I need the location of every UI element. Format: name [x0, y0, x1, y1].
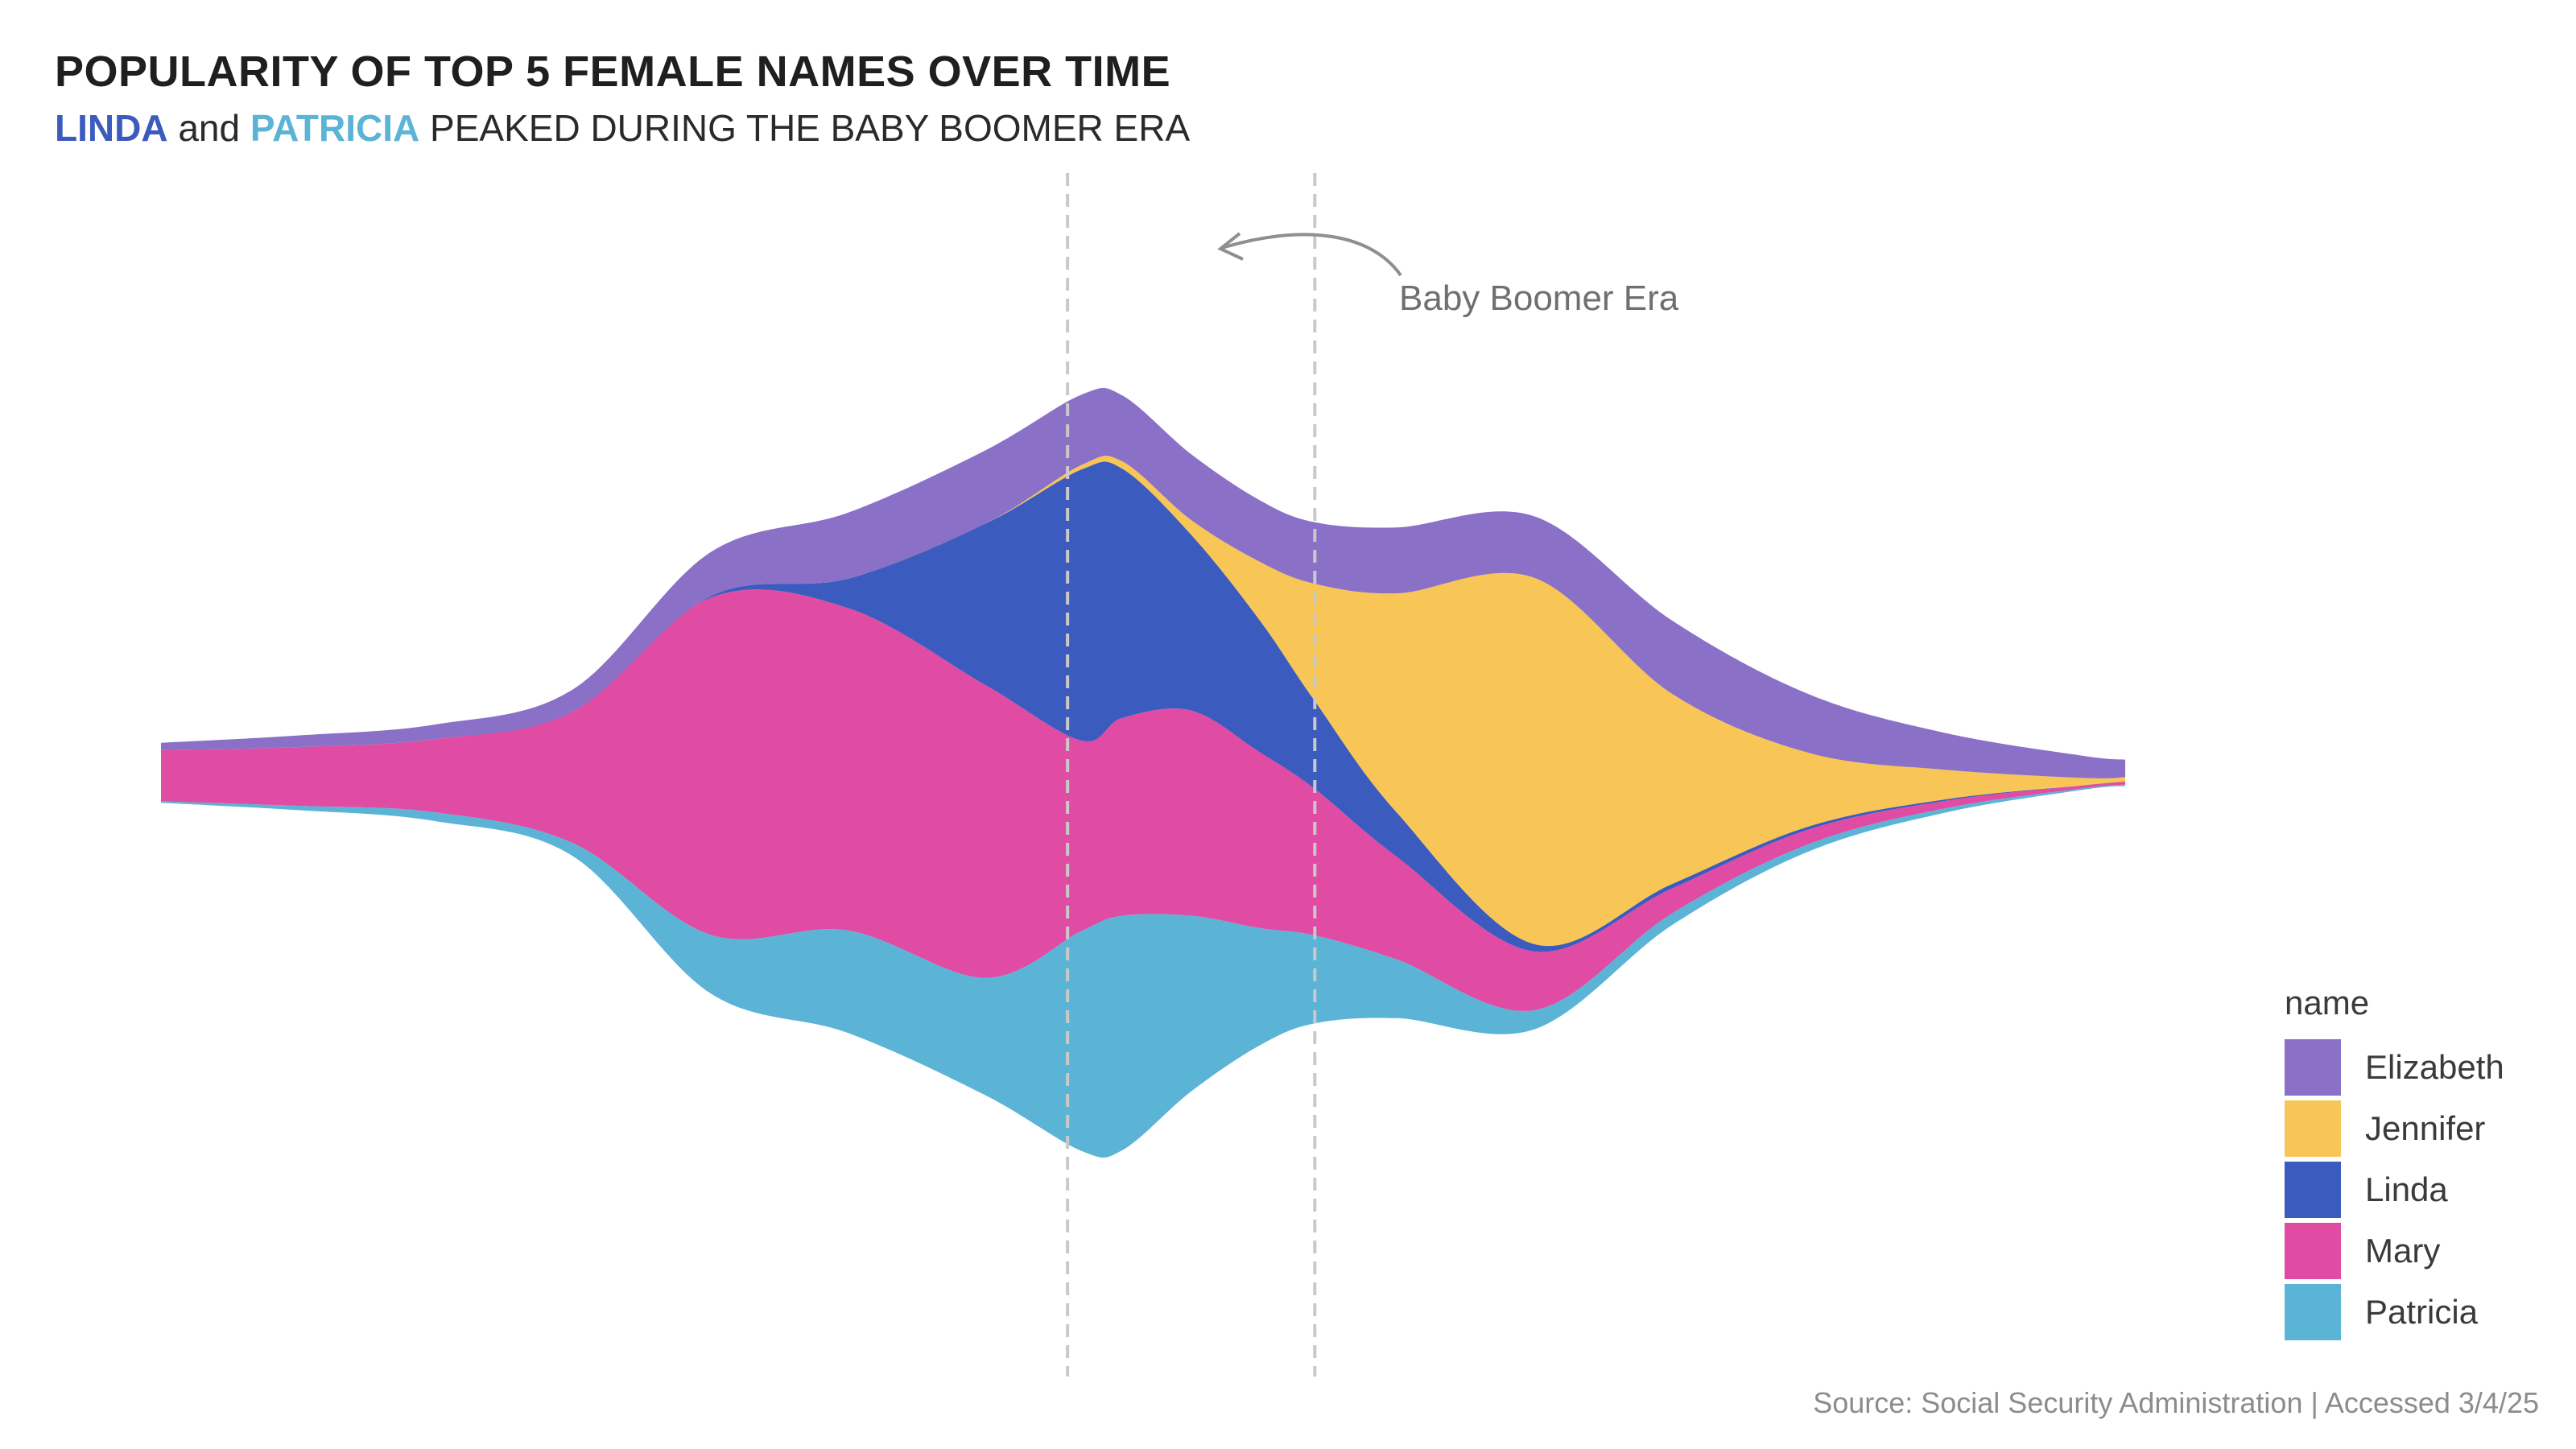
stream-layer-elizabeth: [161, 388, 2125, 778]
chart-title: POPULARITY OF TOP 5 FEMALE NAMES OVER TI…: [55, 47, 1171, 96]
subtitle-and: and: [178, 107, 241, 149]
subtitle-linda: LINDA: [55, 107, 168, 149]
legend-item-mary: Mary: [2285, 1220, 2504, 1282]
era-annotation: Baby Boomer Era: [1217, 232, 1679, 318]
legend-swatch-mary: [2285, 1223, 2341, 1279]
legend-item-jennifer: Jennifer: [2285, 1098, 2504, 1159]
stream-layers: [161, 388, 2125, 1158]
annotation-arrow: [1221, 233, 1402, 277]
subtitle-rest: PEAKED DURING THE BABY BOOMER ERA: [430, 107, 1191, 149]
legend-swatch-jennifer: [2285, 1100, 2341, 1157]
source-note: Source: Social Security Administration |…: [1813, 1386, 2539, 1419]
legend-swatch-elizabeth: [2285, 1039, 2341, 1096]
legend: name Elizabeth Jennifer Linda Mary Patricia: [2285, 984, 2504, 1343]
legend-items: Elizabeth Jennifer Linda Mary Patricia: [2285, 1037, 2504, 1343]
stream-layer-linda: [161, 461, 2125, 952]
annotation-arrowhead: [1217, 232, 1244, 261]
legend-item-linda: Linda: [2285, 1159, 2504, 1220]
legend-label: Patricia: [2365, 1293, 2479, 1331]
legend-swatch-patricia: [2285, 1284, 2341, 1340]
legend-title: name: [2285, 984, 2370, 1022]
legend-label: Elizabeth: [2365, 1048, 2504, 1086]
legend-label: Linda: [2365, 1170, 2448, 1208]
legend-swatch-linda: [2285, 1162, 2341, 1218]
subtitle-patricia: PATRICIA: [250, 107, 420, 149]
stream-layer-patricia: [161, 784, 2125, 1158]
legend-item-patricia: Patricia: [2285, 1282, 2504, 1343]
legend-item-elizabeth: Elizabeth: [2285, 1037, 2504, 1098]
annotation-label: Baby Boomer Era: [1399, 279, 1679, 318]
era-boundary-lines: [1066, 173, 1317, 1377]
legend-label: Jennifer: [2365, 1109, 2486, 1147]
chart-subtitle: LINDA and PATRICIA PEAKED DURING THE BAB…: [55, 106, 1190, 150]
stream-layer-mary: [161, 589, 2125, 1011]
stream-layer-jennifer: [161, 456, 2125, 947]
legend-label: Mary: [2365, 1232, 2441, 1269]
